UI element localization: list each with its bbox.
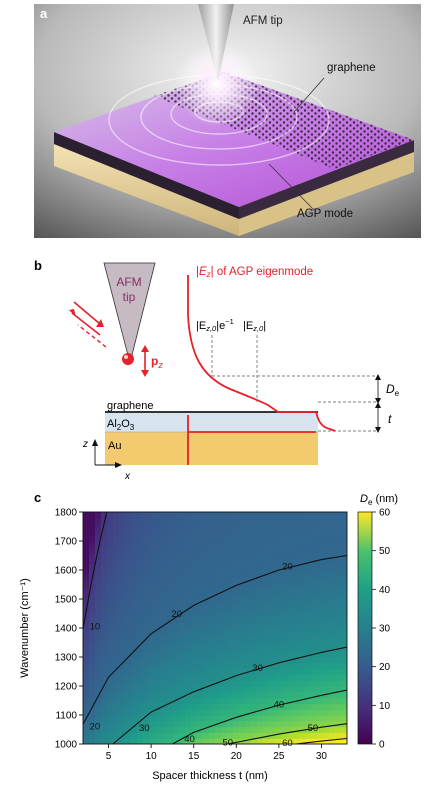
colorbar-tick-label: 60 [379, 508, 391, 519]
y-tick-label: 1600 [55, 566, 78, 577]
dipole-dot [122, 353, 134, 365]
colorbar-tick-label: 40 [379, 585, 391, 596]
z-axis-label: z [82, 439, 88, 450]
au-text: Au [108, 440, 121, 452]
colorbar-tick-label: 30 [379, 624, 391, 635]
graphene-label: graphene [327, 62, 376, 74]
y-tick-label: 1700 [55, 537, 78, 548]
contour-labels: 10 20 20 20 30 30 40 40 50 50 60 [90, 562, 319, 749]
contour-label: 50 [308, 723, 319, 734]
y-tick-label: 1200 [55, 682, 78, 693]
y-tick-label: 1500 [55, 595, 78, 606]
colorbar-tick-label: 0 [379, 740, 385, 751]
panel-c-label: c [34, 490, 41, 505]
contour-40 [172, 689, 347, 744]
y-tick-label: 1100 [55, 711, 77, 722]
afm-tip-text-2: tip [123, 290, 136, 304]
colorbar [357, 511, 373, 745]
afm-tip-shape [103, 262, 156, 364]
eigenmode-title: |Ez| of AGP eigenmode [196, 266, 313, 279]
contour-label: 20 [171, 609, 182, 620]
colorbar-tick-label: 20 [379, 662, 391, 673]
incident-beam [73, 301, 101, 325]
panel-a-render: a AFM tip graphene AGP mode [34, 4, 421, 238]
colorbar-tick-label: 10 [379, 701, 391, 712]
al2o3-layer [105, 412, 318, 432]
contour-60 [295, 737, 347, 744]
contour-label: 50 [223, 738, 234, 749]
colorbar-tick-label: 50 [379, 546, 391, 557]
panel-a-illustration [34, 4, 421, 238]
x-tick-label: 20 [231, 751, 243, 762]
contour-label: 20 [282, 562, 293, 573]
heatmap-field [83, 512, 347, 744]
scattered-beam-1 [71, 312, 101, 336]
al2o3-text: Al2O3 [107, 418, 135, 432]
decay-label: |Ez,0|e−1 [196, 317, 234, 333]
pz-label: pz [151, 354, 163, 370]
afm-tip-text-1: AFM [116, 275, 141, 289]
au-layer [105, 432, 318, 465]
colorbar-ticks: 0 10 20 30 40 50 60 [372, 508, 391, 751]
contour-50 [227, 723, 347, 744]
contour-lines [83, 512, 347, 744]
De-label: De [386, 382, 400, 398]
panel-b-label: b [34, 258, 42, 273]
x-tick-label: 15 [188, 751, 200, 762]
x-tick-label: 10 [146, 751, 158, 762]
contour-label: 20 [90, 722, 101, 733]
contour-label: 40 [184, 734, 195, 745]
colorbar-title: De (nm) [360, 493, 398, 507]
x-tick-label: 25 [273, 751, 285, 762]
x-tick-label: 5 [106, 751, 112, 762]
panel-b-schematic: b AFM tip pz |Ez| of AGP eigenmode |Ez,0… [34, 258, 400, 482]
panel-a-label: a [40, 6, 48, 21]
axes: 5 10 15 20 25 30 1000 1100 1200 1300 1400 1500 1600 1… [55, 508, 328, 763]
scattered-beam-dashed [77, 324, 107, 348]
x-axis-title: Spacer thickness t (nm) [152, 770, 268, 782]
graphene-text: graphene [107, 400, 154, 412]
contour-label: 30 [252, 663, 263, 674]
contour-10 [83, 512, 108, 629]
peak-label: |Ez,0| [243, 320, 266, 333]
y-tick-label: 1400 [55, 624, 78, 635]
contour-label: 10 [90, 622, 101, 633]
contour-label: 40 [274, 699, 285, 710]
afm-tip-label: AFM tip [243, 15, 283, 27]
y-tick-label: 1800 [55, 508, 78, 519]
contour-label: 60 [282, 738, 293, 749]
t-label: t [388, 412, 392, 426]
y-tick-label: 1300 [55, 653, 78, 664]
eigenmode-curve [187, 275, 336, 465]
contour-label: 30 [139, 723, 150, 734]
contour-20 [83, 554, 347, 725]
agp-mode-label: AGP mode [297, 208, 354, 220]
contour-30 [112, 646, 347, 744]
y-tick-label: 1000 [55, 740, 78, 751]
x-tick-label: 30 [316, 751, 328, 762]
y-axis-title: Wavenumber (cm⁻¹) [19, 578, 31, 678]
x-axis-label: x [124, 471, 131, 482]
